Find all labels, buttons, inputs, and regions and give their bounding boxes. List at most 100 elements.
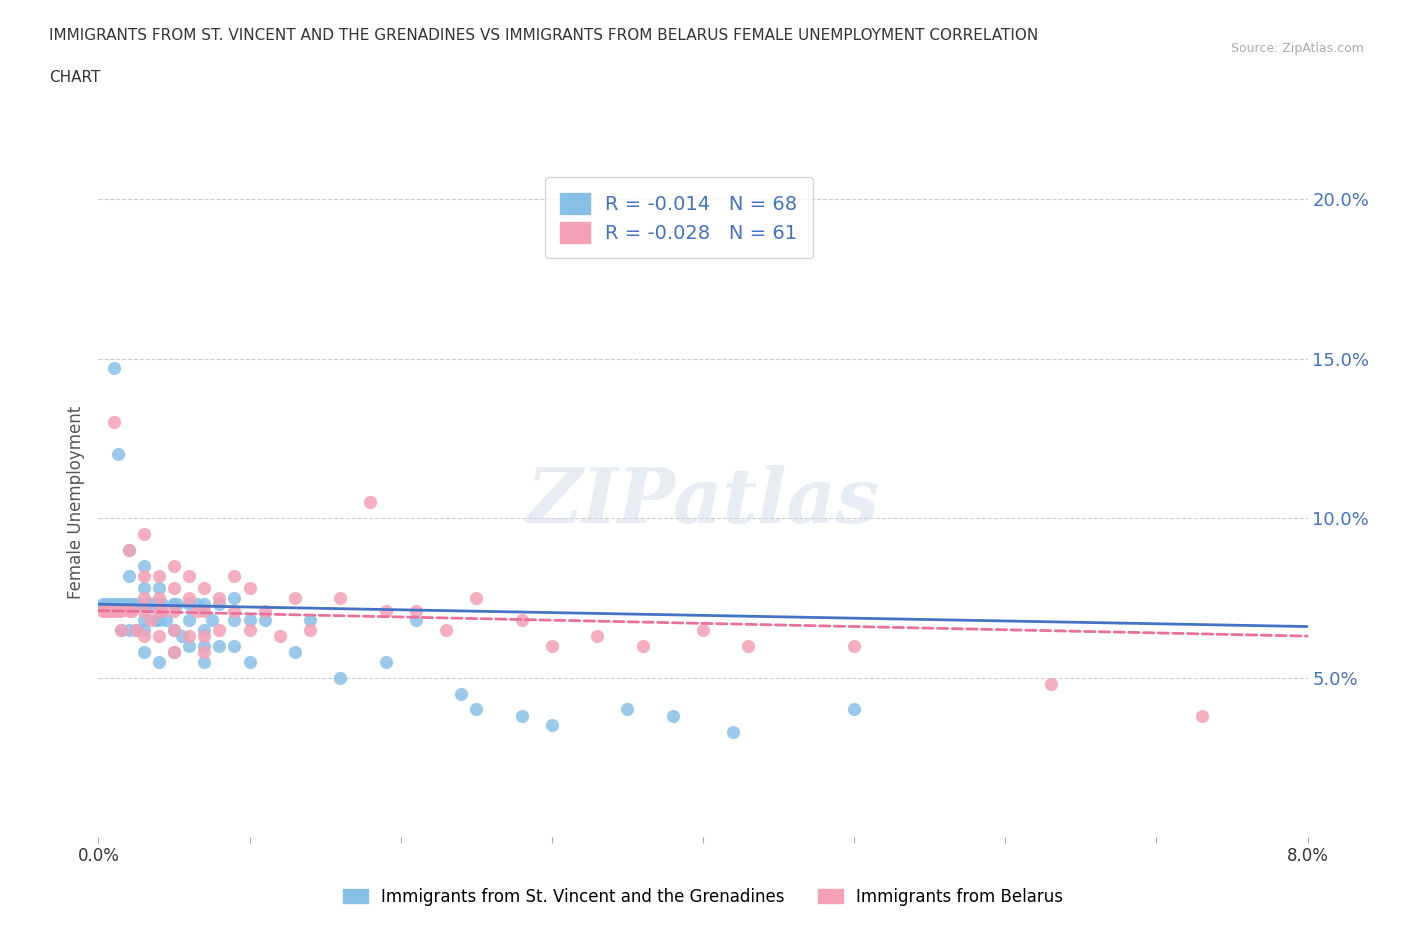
Point: [166, 597, 188, 612]
Point: [141, 613, 163, 628]
Point: [193, 581, 215, 596]
Point: [405, 604, 427, 618]
Point: [94, 604, 117, 618]
Point: [1039, 676, 1062, 691]
Point: [103, 415, 125, 430]
Point: [224, 568, 246, 583]
Point: [125, 622, 148, 637]
Point: [179, 568, 201, 583]
Legend: Immigrants from St. Vincent and the Grenadines, Immigrants from Belarus: Immigrants from St. Vincent and the Gren…: [336, 881, 1070, 912]
Point: [692, 622, 714, 637]
Point: [163, 604, 186, 618]
Point: [329, 671, 352, 685]
Point: [148, 654, 170, 669]
Point: [163, 581, 186, 596]
Point: [193, 604, 215, 618]
Point: [105, 604, 128, 618]
Point: [193, 597, 215, 612]
Text: CHART: CHART: [49, 70, 101, 85]
Point: [723, 724, 745, 739]
Point: [540, 638, 562, 653]
Point: [148, 629, 170, 644]
Point: [844, 638, 866, 653]
Point: [170, 629, 193, 644]
Point: [132, 644, 155, 659]
Point: [148, 591, 170, 605]
Point: [193, 644, 215, 659]
Point: [125, 597, 148, 612]
Point: [224, 604, 246, 618]
Point: [132, 629, 155, 644]
Point: [91, 604, 114, 618]
Point: [121, 597, 143, 612]
Point: [125, 622, 148, 637]
Point: [110, 622, 132, 637]
Point: [208, 622, 231, 637]
Point: [540, 718, 562, 733]
Point: [132, 581, 155, 596]
Point: [450, 686, 472, 701]
Point: [193, 654, 215, 669]
Point: [465, 591, 488, 605]
Point: [179, 597, 201, 612]
Point: [1191, 709, 1213, 724]
Point: [844, 702, 866, 717]
Point: [112, 597, 135, 612]
Point: [179, 613, 201, 628]
Text: ZIPatlas: ZIPatlas: [526, 465, 880, 539]
Point: [179, 629, 201, 644]
Point: [510, 709, 533, 724]
Point: [208, 597, 231, 612]
Y-axis label: Female Unemployment: Female Unemployment: [66, 405, 84, 599]
Point: [737, 638, 759, 653]
Point: [239, 654, 262, 669]
Point: [193, 638, 215, 653]
Point: [359, 495, 381, 510]
Point: [118, 604, 141, 618]
Point: [299, 613, 322, 628]
Point: [148, 604, 170, 618]
Point: [132, 568, 155, 583]
Text: Source: ZipAtlas.com: Source: ZipAtlas.com: [1230, 42, 1364, 55]
Point: [586, 629, 609, 644]
Point: [91, 597, 114, 612]
Point: [103, 604, 125, 618]
Point: [163, 622, 186, 637]
Point: [374, 604, 396, 618]
Point: [110, 604, 132, 618]
Point: [132, 559, 155, 574]
Point: [98, 597, 121, 612]
Point: [193, 629, 215, 644]
Point: [179, 638, 201, 653]
Point: [150, 597, 173, 612]
Point: [284, 644, 307, 659]
Point: [163, 559, 186, 574]
Legend: R = -0.014   N = 68, R = -0.028   N = 61: R = -0.014 N = 68, R = -0.028 N = 61: [546, 177, 813, 259]
Point: [94, 597, 117, 612]
Point: [186, 597, 208, 612]
Point: [163, 644, 186, 659]
Point: [179, 591, 201, 605]
Point: [631, 638, 654, 653]
Point: [103, 597, 125, 612]
Point: [193, 622, 215, 637]
Point: [510, 613, 533, 628]
Point: [148, 597, 170, 612]
Point: [224, 638, 246, 653]
Point: [329, 591, 352, 605]
Point: [148, 568, 170, 583]
Point: [110, 597, 132, 612]
Point: [118, 568, 141, 583]
Point: [163, 597, 186, 612]
Point: [405, 613, 427, 628]
Point: [121, 604, 143, 618]
Point: [103, 361, 125, 376]
Point: [141, 597, 163, 612]
Point: [155, 613, 177, 628]
Point: [284, 591, 307, 605]
Point: [105, 597, 128, 612]
Point: [299, 622, 322, 637]
Point: [201, 613, 224, 628]
Point: [132, 622, 155, 637]
Point: [434, 622, 457, 637]
